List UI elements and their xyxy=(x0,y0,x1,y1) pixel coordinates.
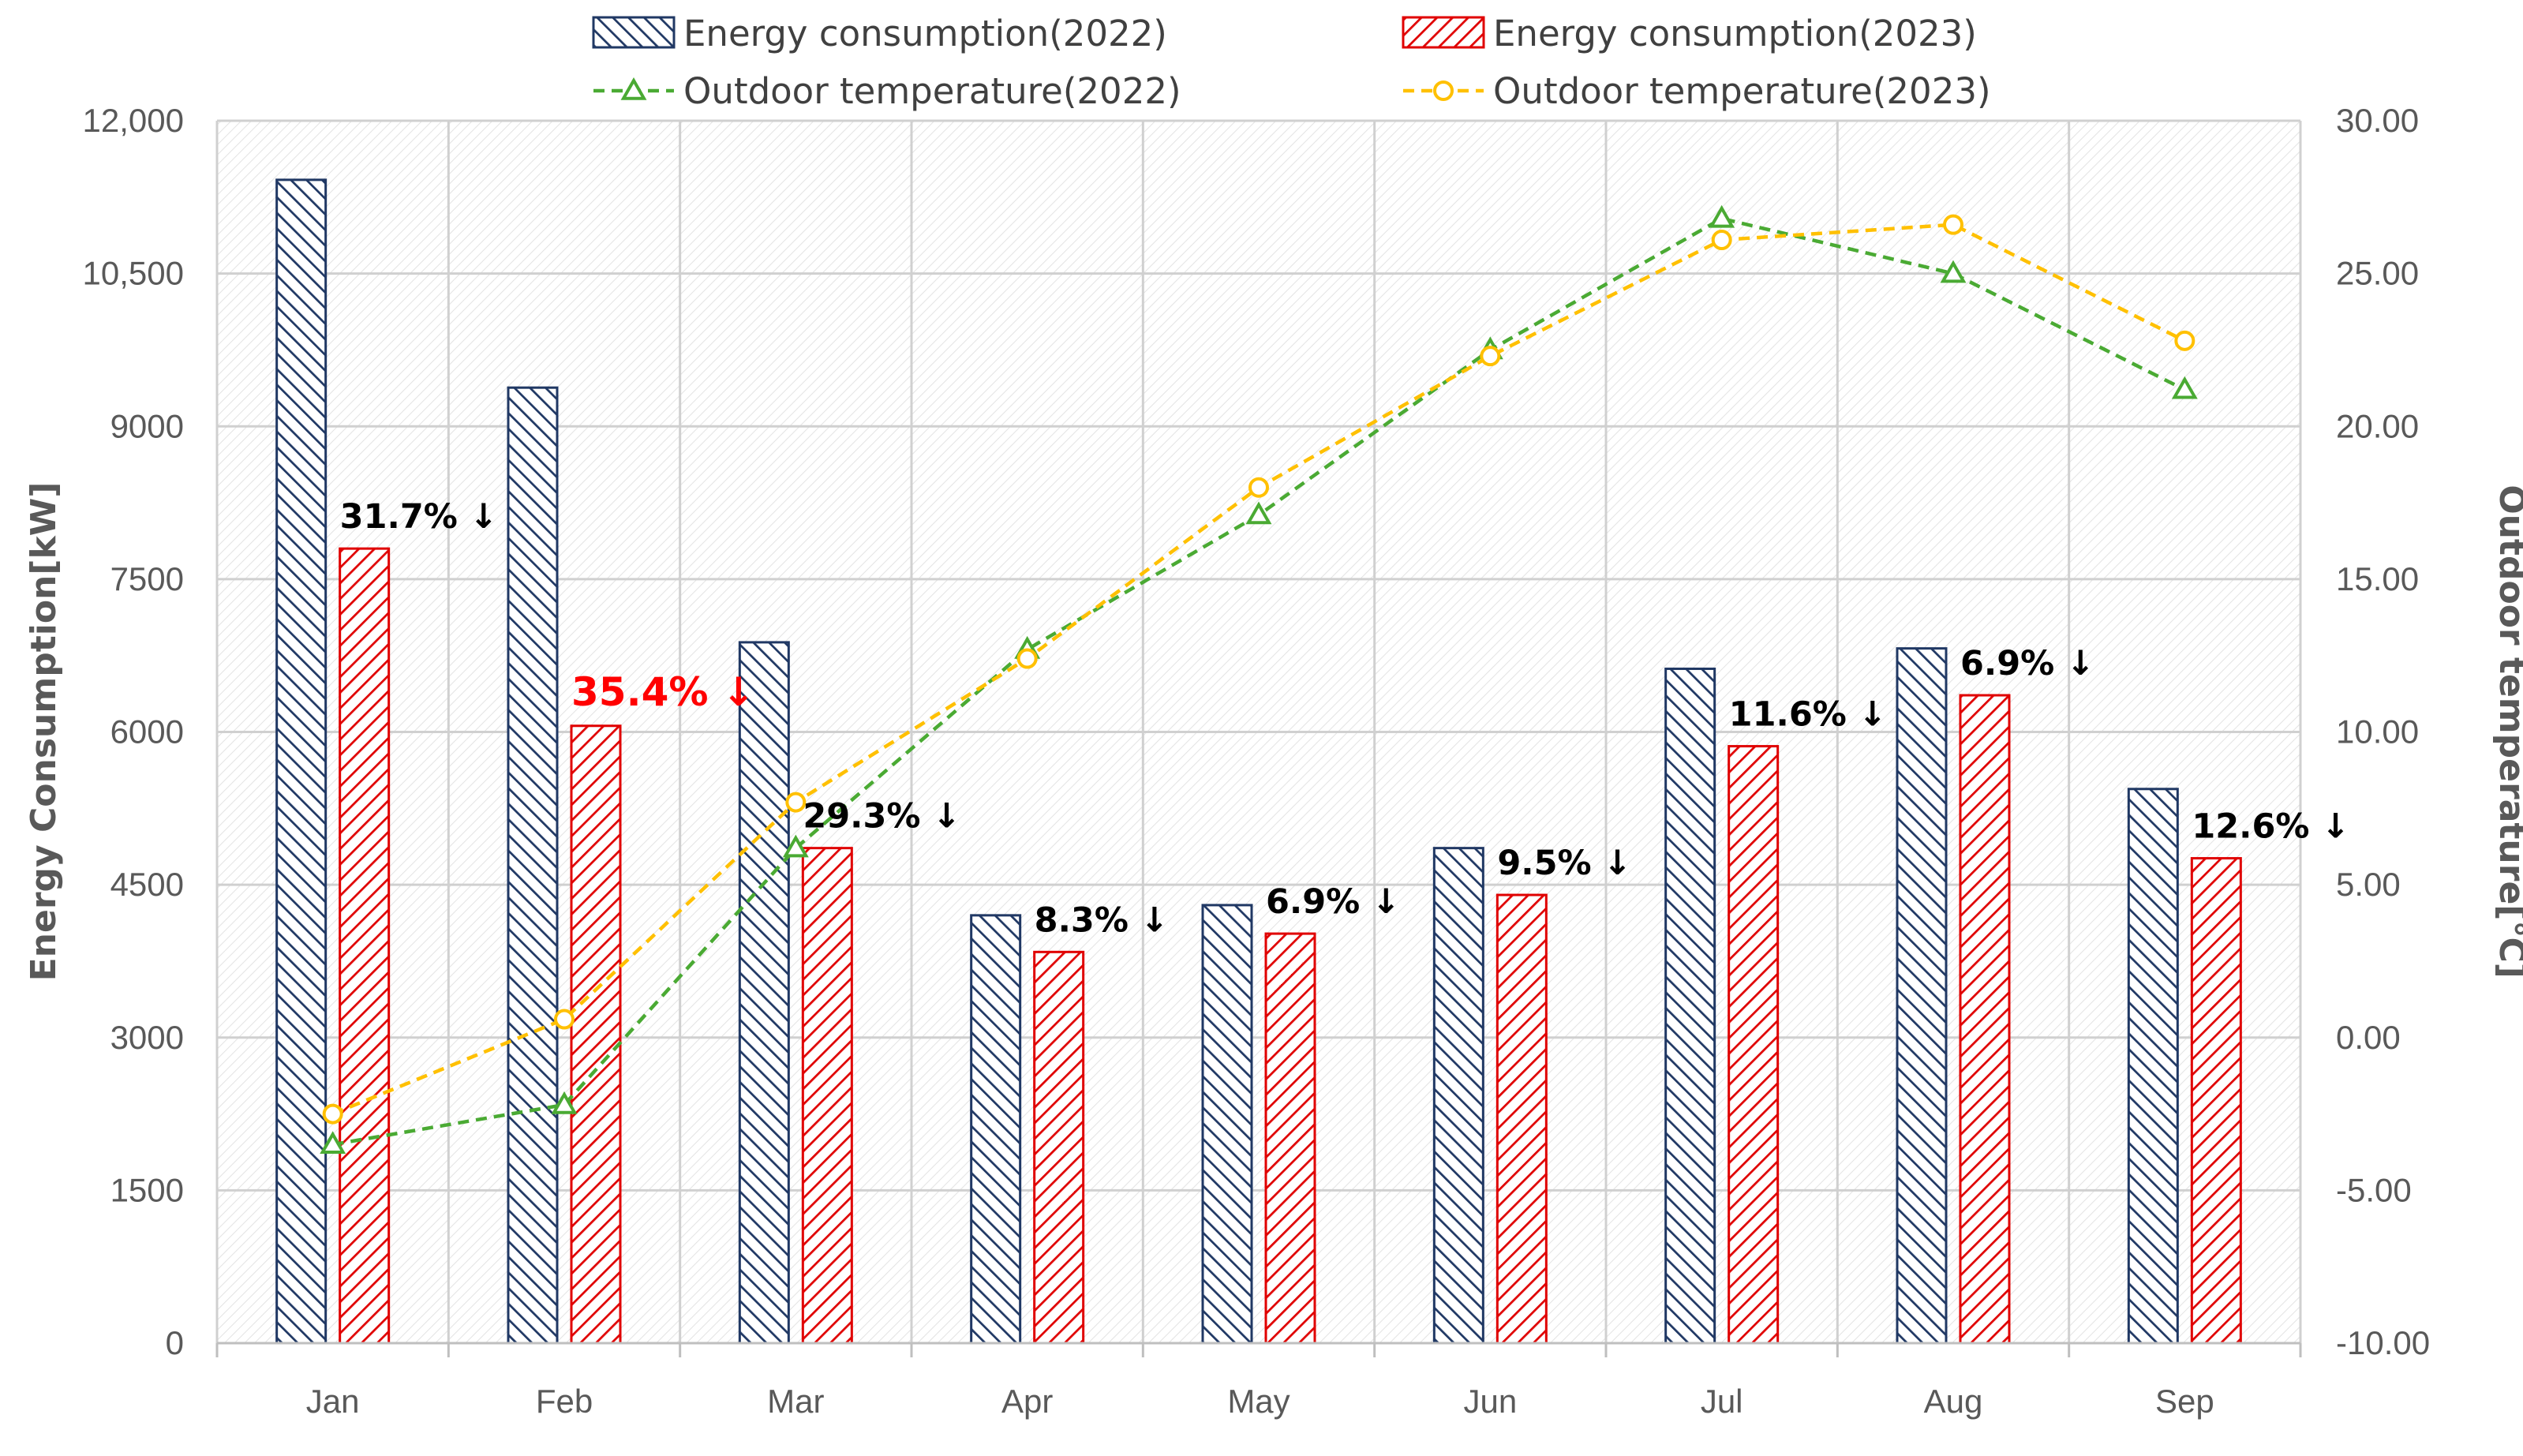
x-tick-label: Jan xyxy=(306,1383,360,1420)
y-tick-label: 12,000 xyxy=(83,102,184,139)
x-tick-label: Aug xyxy=(1924,1383,1983,1420)
x-tick-label: Mar xyxy=(767,1383,824,1420)
y-tick-label: 4500 xyxy=(110,866,184,903)
x-tick-label: Jul xyxy=(1701,1383,1743,1420)
marker-temp-2022-mar xyxy=(782,834,809,858)
bar-2022-aug xyxy=(1896,647,1948,1345)
y-tick-label: 10,500 xyxy=(83,255,184,292)
marker-temp-2023-sep xyxy=(2174,330,2195,351)
bar-2023-may xyxy=(1264,932,1316,1345)
grid xyxy=(215,119,2302,1343)
y-tick-label: 6000 xyxy=(110,713,184,750)
marker-temp-2022-jul xyxy=(1709,204,1735,228)
bar-2022-jun xyxy=(1432,847,1484,1345)
bar-2022-apr xyxy=(970,914,1022,1345)
annotations: 31.7% ↓ 35.4% ↓ 29.3% ↓ 8.3% ↓ 6.9% ↓ 9.5% ↓ 1… xyxy=(340,497,2350,940)
bar-2022-sep xyxy=(2127,788,2179,1345)
legend-label: Outdoor temperature(2022) xyxy=(683,70,1181,112)
y2-tick-label: 20.00 xyxy=(2336,407,2419,444)
legend-item-4: Outdoor temperature(2023) xyxy=(1403,70,1991,112)
marker-temp-2023-jan xyxy=(322,1103,343,1125)
legend-label: Energy consumption(2022) xyxy=(683,13,1167,54)
marker-temp-2022-jan xyxy=(320,1131,346,1155)
legend-label: Outdoor temperature(2023) xyxy=(1493,70,1991,112)
bar-2023-mar xyxy=(801,847,853,1345)
bar-2022-jul xyxy=(1664,667,1716,1345)
y2-tick-label: 15.00 xyxy=(2336,560,2419,597)
reduction-label-sep: 12.6% ↓ xyxy=(2192,807,2349,847)
y-tick-label: 1500 xyxy=(110,1171,184,1208)
y-tick-label: 7500 xyxy=(110,560,184,597)
x-tick-label: Feb xyxy=(536,1383,593,1420)
marker-temp-2022-feb xyxy=(551,1091,578,1114)
bar-2023-feb xyxy=(570,724,622,1345)
marker-temp-2023-jun xyxy=(1480,346,1501,367)
x-tick-label: Apr xyxy=(1001,1383,1053,1420)
reduction-label-jul: 11.6% ↓ xyxy=(1729,695,1887,735)
legend-swatch xyxy=(592,16,676,49)
reduction-label-may: 6.9% ↓ xyxy=(1266,882,1400,922)
bar-2023-jun xyxy=(1495,893,1548,1345)
x-tick-label: Sep xyxy=(2155,1383,2214,1420)
marker-temp-2023-apr xyxy=(1016,648,1038,669)
marker-temp-2023-mar xyxy=(785,792,807,813)
y-tick-label: 3000 xyxy=(110,1019,184,1056)
bar-2023-jul xyxy=(1728,745,1780,1345)
reduction-label-feb: 35.4% ↓ xyxy=(571,669,755,715)
bar-2023-sep xyxy=(2190,857,2242,1345)
bars xyxy=(275,178,2242,1345)
legend-marker xyxy=(1433,80,1454,101)
marker-temp-2023-may xyxy=(1248,477,1269,498)
bar-2022-feb xyxy=(507,386,559,1345)
y2-tick-label: 10.00 xyxy=(2336,713,2419,750)
y2-tick-label: 25.00 xyxy=(2336,255,2419,292)
reduction-label-apr: 8.3% ↓ xyxy=(1035,900,1169,940)
bar-2022-may xyxy=(1201,904,1253,1345)
reduction-label-aug: 6.9% ↓ xyxy=(1960,644,2094,683)
x-tick-label: May xyxy=(1227,1383,1290,1420)
marker-temp-2022-may xyxy=(1245,501,1272,525)
legend-label: Energy consumption(2023) xyxy=(1493,13,1977,54)
bar-2023-apr xyxy=(1033,950,1085,1345)
reduction-label-jun: 9.5% ↓ xyxy=(1497,844,1631,883)
y2-tick-label: 0.00 xyxy=(2336,1019,2401,1056)
legend-item-2: Energy consumption(2023) xyxy=(1402,13,1977,54)
marker-temp-2023-aug xyxy=(1943,214,1963,235)
bar-2022-mar xyxy=(738,641,790,1345)
legend-swatch xyxy=(1402,16,1485,49)
bar-2022-jan xyxy=(275,178,328,1345)
marker-temp-2022-sep xyxy=(2171,376,2198,399)
y2-axis-title: Outdoor temperature[℃] xyxy=(2491,485,2523,979)
y-tick-label: 9000 xyxy=(110,407,184,444)
marker-temp-2022-aug xyxy=(1940,260,1967,283)
legend: Energy consumption(2022) Energy consumpti… xyxy=(592,13,1991,112)
legend-item-3: Outdoor temperature(2022) xyxy=(593,70,1181,112)
marker-temp-2023-jul xyxy=(1711,230,1732,251)
legend-marker xyxy=(620,77,647,100)
y2-tick-label: -10.00 xyxy=(2336,1324,2430,1361)
reduction-label-jan: 31.7% ↓ xyxy=(340,497,498,537)
y-tick-label: 0 xyxy=(166,1324,184,1361)
y2-tick-label: 30.00 xyxy=(2336,102,2419,139)
y2-tick-label: 5.00 xyxy=(2336,866,2401,903)
axes: 0 1500 3000 4500 6000 7500 9000 10,500 12,000 -10… xyxy=(83,102,2431,1420)
bar-2023-jan xyxy=(339,547,391,1345)
lines xyxy=(320,204,2198,1155)
x-tick-label: Jun xyxy=(1463,1383,1517,1420)
bar-2023-aug xyxy=(1959,694,2011,1345)
legend-item-1: Energy consumption(2022) xyxy=(592,13,1167,54)
reduction-label-mar: 29.3% ↓ xyxy=(803,797,960,837)
y-axis-title: Energy Consumption[kW] xyxy=(24,482,64,982)
marker-temp-2023-feb xyxy=(554,1009,575,1030)
y2-tick-label: -5.00 xyxy=(2336,1171,2412,1208)
